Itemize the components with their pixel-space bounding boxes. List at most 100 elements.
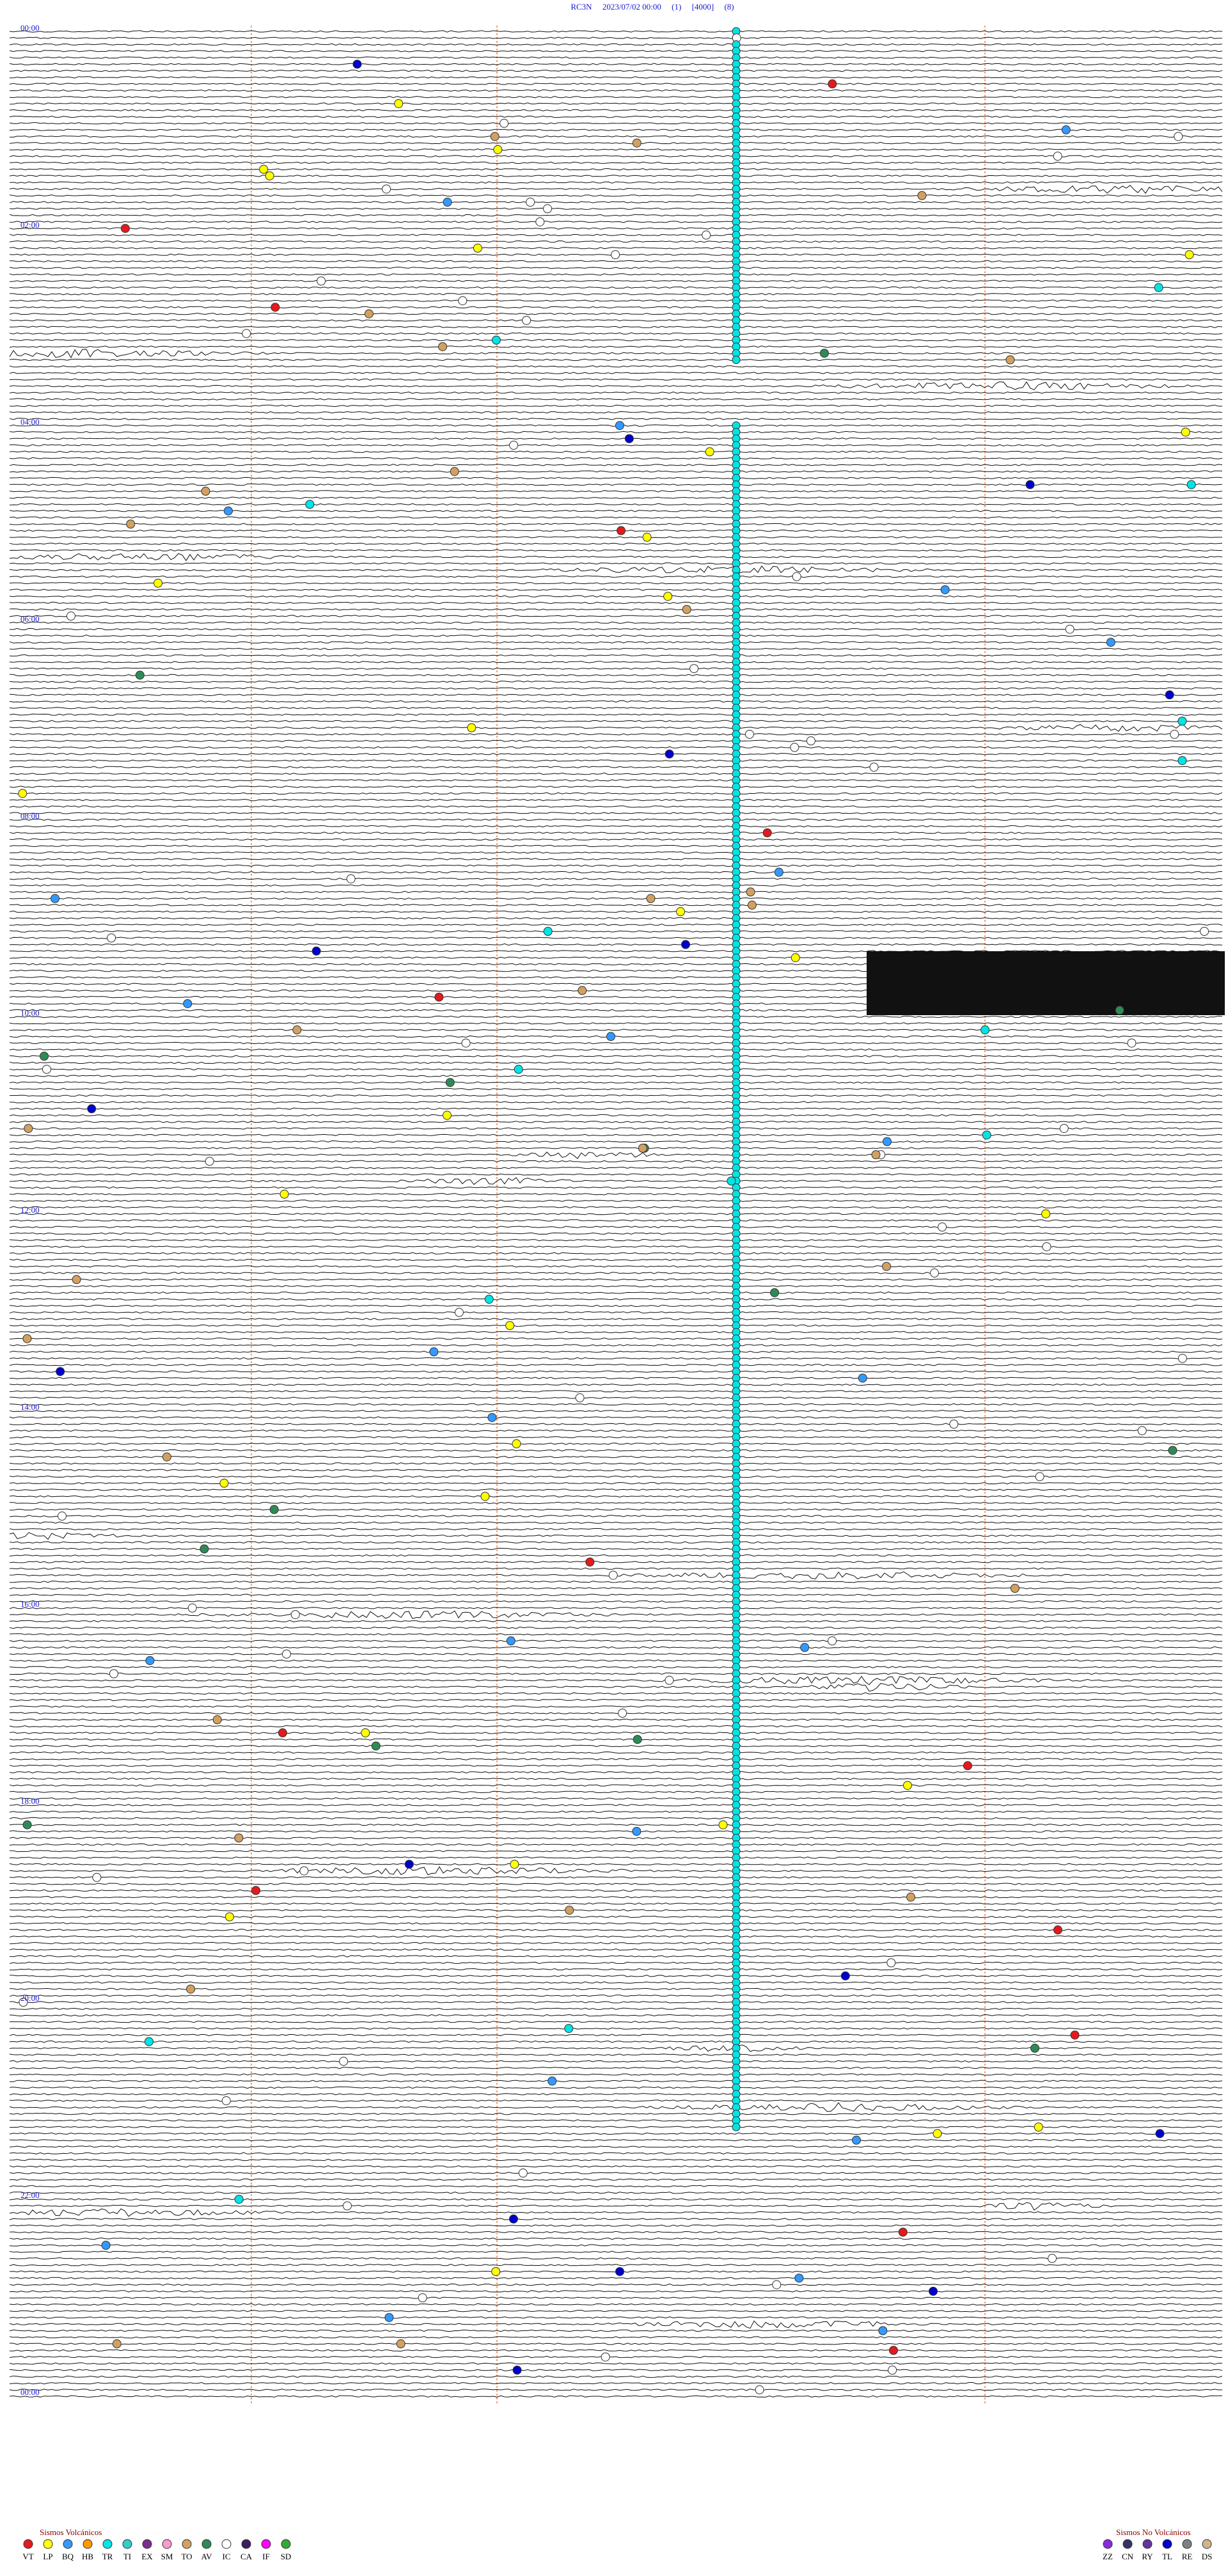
event-marker xyxy=(615,421,624,431)
trace xyxy=(9,1357,1223,1360)
trace xyxy=(9,720,1223,723)
event-marker xyxy=(186,1984,196,1994)
trace xyxy=(9,608,1223,611)
trace xyxy=(9,2093,1223,2096)
trace xyxy=(9,1107,1223,1110)
trace xyxy=(9,1029,1223,1031)
trace xyxy=(9,1147,1223,1150)
trace xyxy=(9,2296,1223,2299)
event-marker xyxy=(675,907,685,917)
trace xyxy=(9,1607,1223,1609)
time-label: 12:00 xyxy=(20,1205,40,1215)
legend-swatch xyxy=(162,2539,172,2549)
trace xyxy=(9,1830,1223,1833)
event-marker xyxy=(145,1655,155,1665)
trace xyxy=(9,326,1223,328)
trace xyxy=(9,365,1223,368)
trace xyxy=(9,1442,1222,1445)
event-marker xyxy=(144,2037,154,2046)
trace xyxy=(9,1593,1222,1596)
trace xyxy=(9,1948,1223,1951)
trace xyxy=(9,233,1223,237)
trace xyxy=(9,1482,1223,1485)
trace xyxy=(9,1580,1223,1583)
trace xyxy=(9,240,1222,243)
trace xyxy=(9,2165,1223,2168)
event-marker xyxy=(772,2280,782,2289)
trace xyxy=(9,509,1223,512)
event-marker xyxy=(615,2267,625,2277)
event-marker xyxy=(828,1636,837,1646)
event-marker xyxy=(882,1137,892,1146)
trace xyxy=(9,381,1223,390)
trace xyxy=(9,1048,1223,1051)
trace xyxy=(9,2362,1223,2365)
event-marker xyxy=(543,204,553,214)
trace xyxy=(10,293,1223,296)
legend-code: DS xyxy=(1202,2552,1213,2561)
trace xyxy=(9,825,1223,828)
trace xyxy=(9,2102,1223,2112)
legend-swatch xyxy=(23,2539,33,2549)
trace xyxy=(9,299,1223,302)
traces xyxy=(9,26,1225,2405)
event-marker xyxy=(747,900,757,910)
legend-code: TR xyxy=(102,2552,113,2561)
trace xyxy=(9,1272,1223,1274)
trace xyxy=(10,529,1223,532)
trace xyxy=(9,431,1223,434)
trace xyxy=(9,1515,1223,1517)
trace xyxy=(9,2178,1223,2181)
trace xyxy=(9,1705,1223,1708)
event-marker xyxy=(1065,624,1074,634)
trace xyxy=(9,306,1223,309)
event-marker xyxy=(265,171,274,180)
trace xyxy=(9,1337,1223,1340)
trace xyxy=(9,1475,1223,1478)
trace xyxy=(9,2290,1223,2293)
time-label: 04:00 xyxy=(20,417,40,427)
event-marker xyxy=(201,486,210,496)
event-marker xyxy=(92,1872,102,1882)
event-marker xyxy=(564,2024,574,2034)
legend-code: RE xyxy=(1182,2552,1193,2561)
event-marker xyxy=(632,1826,642,1836)
event-marker xyxy=(57,1512,67,1521)
trace xyxy=(9,185,1223,194)
trace xyxy=(9,1166,1223,1169)
legend-title-non-volcanic: Sismos No Volcánicos xyxy=(1116,2527,1191,2537)
trace xyxy=(9,2250,1223,2254)
trace xyxy=(9,2320,1223,2329)
trace xyxy=(9,2126,1223,2128)
legend-code: CN xyxy=(1122,2552,1134,2561)
trace xyxy=(9,1955,1223,1957)
trace xyxy=(9,141,1223,145)
trace xyxy=(9,1863,1223,1866)
event-marker xyxy=(107,933,116,943)
event-marker xyxy=(633,1735,642,1744)
trace xyxy=(9,1245,1223,1248)
trace xyxy=(9,1087,1223,1091)
trace xyxy=(9,1177,1223,1185)
trace xyxy=(9,1232,1222,1235)
trace xyxy=(9,2119,1223,2122)
event-marker xyxy=(480,1492,490,1501)
trace xyxy=(9,615,1223,617)
trace xyxy=(9,503,1223,506)
legend-swatch xyxy=(201,2539,212,2549)
trace xyxy=(9,332,1223,335)
event-marker xyxy=(505,1321,515,1331)
event-marker xyxy=(746,887,755,897)
trace xyxy=(9,798,1223,802)
legend-swatch xyxy=(281,2539,291,2549)
trace xyxy=(9,1909,1223,1911)
trace xyxy=(9,1134,1223,1137)
legend-swatch xyxy=(1122,2539,1133,2549)
trace xyxy=(9,1961,1223,1964)
trace xyxy=(9,1929,1223,1931)
event-marker xyxy=(271,303,280,312)
trace xyxy=(9,372,1223,374)
event-marker xyxy=(902,1781,912,1790)
event-marker xyxy=(458,296,468,306)
event-marker xyxy=(281,1649,291,1659)
